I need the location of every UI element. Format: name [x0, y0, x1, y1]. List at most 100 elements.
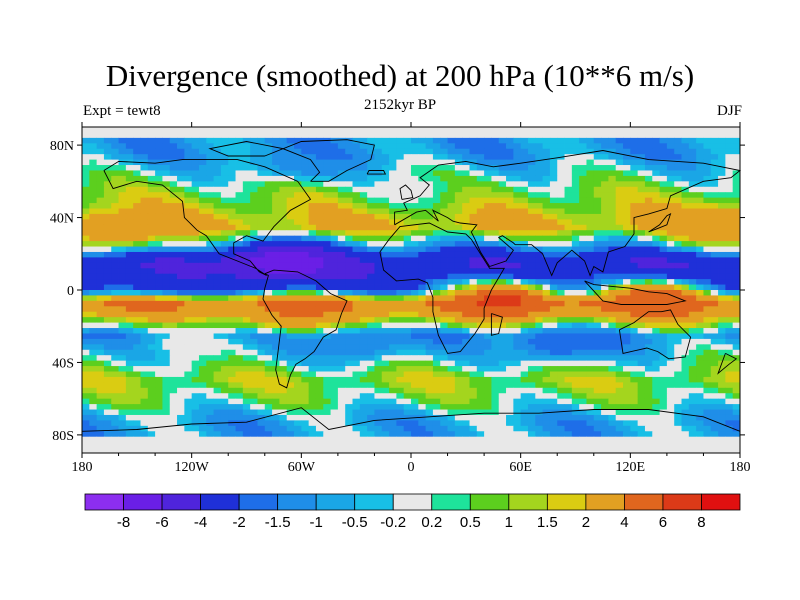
field-cell [206, 224, 214, 231]
field-cell [674, 170, 682, 177]
field-cell [118, 414, 127, 421]
field-cell [725, 333, 734, 340]
field-cell [571, 376, 580, 383]
field-cell [571, 235, 580, 242]
field-cell [571, 192, 580, 199]
field-cell [323, 295, 331, 302]
field-cell [696, 333, 704, 340]
field-cell [718, 241, 726, 247]
field-cell [308, 181, 317, 188]
field-cell [586, 393, 595, 400]
field-cell [615, 317, 624, 323]
field-cell [198, 224, 207, 231]
field-cell [389, 230, 397, 237]
field-cell [440, 154, 448, 160]
field-cell [220, 224, 229, 231]
field-cell [103, 290, 112, 296]
field-cell [367, 268, 375, 275]
field-cell [250, 425, 258, 432]
field-cell [491, 213, 500, 220]
field-cell [184, 387, 193, 394]
field-cell [476, 409, 485, 416]
field-cell [381, 300, 390, 307]
field-cell [425, 148, 434, 155]
field-cell [140, 203, 149, 209]
field-cell [367, 208, 375, 215]
field-cell [579, 154, 587, 160]
field-cell [630, 159, 639, 166]
field-cell [681, 366, 690, 372]
field-cell [513, 279, 522, 285]
field-cell [169, 338, 178, 345]
field-cell [257, 235, 266, 242]
field-cell [337, 290, 346, 296]
field-cell [440, 224, 448, 231]
field-cell [220, 148, 229, 155]
field-cell [279, 382, 288, 389]
field-cell [564, 186, 573, 193]
field-cell [111, 170, 119, 177]
field-cell [681, 371, 690, 378]
field-cell [425, 328, 434, 334]
field-cell [732, 224, 741, 231]
field-cell [286, 376, 295, 383]
field-cell [206, 197, 214, 204]
field-cell [498, 230, 507, 237]
field-cell [564, 148, 573, 155]
field-cell [491, 268, 500, 275]
field-cell [220, 349, 229, 356]
field-cell [330, 322, 339, 329]
field-cell [286, 398, 295, 405]
field-cell [308, 262, 317, 269]
field-cell [206, 382, 214, 389]
field-cell [257, 420, 266, 427]
field-cell [513, 409, 522, 416]
field-cell [469, 311, 478, 318]
field-cell [418, 398, 427, 405]
field-cell [264, 366, 273, 372]
field-cell [506, 257, 514, 264]
field-cell [162, 398, 171, 405]
field-cell [718, 219, 726, 226]
field-cell [549, 235, 558, 242]
field-cell [272, 186, 280, 193]
field-cell [579, 300, 587, 307]
field-cell [118, 366, 127, 372]
field-cell [301, 186, 310, 193]
field-cell [125, 366, 134, 372]
field-cell [462, 306, 470, 313]
field-cell [674, 404, 682, 410]
field-cell [111, 404, 119, 410]
field-cell [520, 393, 529, 400]
field-cell [425, 295, 434, 302]
field-cell [111, 306, 119, 313]
field-cell [615, 246, 624, 253]
field-cell [527, 355, 536, 362]
field-cell [586, 170, 595, 177]
field-cell [710, 333, 719, 340]
field-cell [213, 235, 222, 242]
field-cell [681, 328, 690, 334]
field-cell [718, 137, 726, 144]
field-cell [96, 251, 105, 258]
field-cell [367, 355, 375, 362]
field-cell [213, 127, 222, 133]
field-cell [111, 257, 119, 264]
field-cell [484, 235, 492, 242]
field-cell [520, 143, 529, 150]
field-cell [228, 224, 236, 231]
field-cell [623, 224, 631, 231]
field-cell [89, 311, 98, 318]
field-cell [272, 300, 280, 307]
field-cell [462, 197, 470, 204]
field-cell [418, 273, 427, 280]
field-cell [374, 414, 383, 421]
field-cell [374, 181, 383, 188]
field-cell [191, 344, 200, 351]
field-cell [133, 355, 141, 362]
field-cell [140, 257, 149, 264]
field-cell [82, 165, 90, 171]
field-cell [162, 208, 171, 215]
field-cell [542, 338, 551, 345]
field-cell [177, 241, 185, 247]
